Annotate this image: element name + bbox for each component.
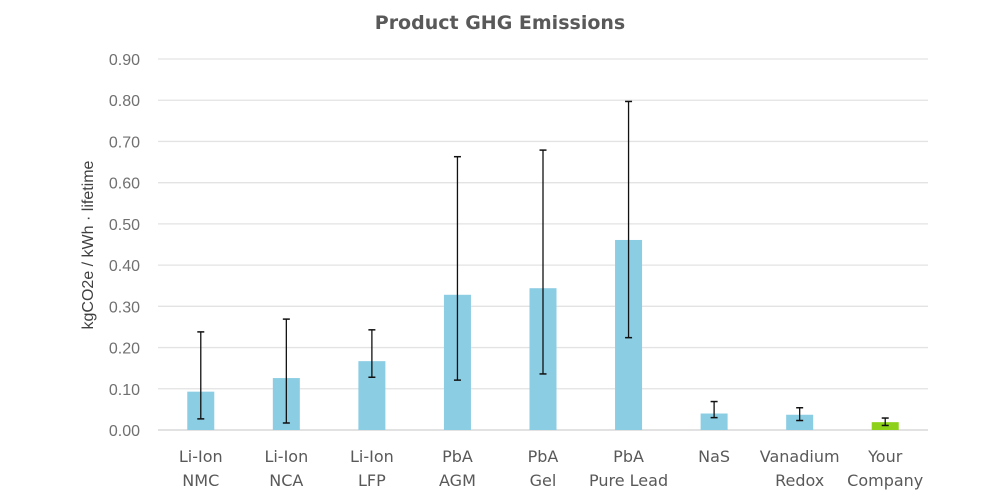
y-tick-label: 0.70 [109,134,140,151]
bar [700,413,728,430]
y-tick-label: 0.50 [109,217,140,234]
x-tick-label: Your [867,447,903,466]
x-tick-label: Gel [530,471,557,490]
x-tick-label: Li-Ion [350,447,394,466]
x-tick-label: Vanadium [760,447,840,466]
x-tick-label: NCA [269,471,303,490]
y-tick-label: 0.80 [109,93,140,110]
x-tick-label: Li-Ion [179,447,223,466]
x-tick-label: Pure Lead [589,471,668,490]
x-tick-label: LFP [358,471,386,490]
y-tick-label: 0.20 [109,341,140,358]
y-tick-label: 0.60 [109,176,140,193]
x-tick-label: NMC [182,471,219,490]
x-tick-label: Company [847,471,923,490]
x-tick-label: PbA [528,447,559,466]
bar [786,414,814,430]
x-tick-label: NaS [698,447,730,466]
x-tick-label: PbA [613,447,644,466]
y-tick-label: 0.90 [109,52,140,69]
y-tick-label: 0.00 [109,423,140,440]
y-tick-label: 0.10 [109,382,140,399]
y-axis-label: kgCO2e / kWh · lifetime [80,160,97,329]
y-tick-label: 0.40 [109,258,140,275]
x-tick-label: AGM [439,471,476,490]
x-tick-label: Li-Ion [264,447,308,466]
chart-title: Product GHG Emissions [375,12,625,34]
x-tick-label: Redox [775,471,824,490]
x-tick-label: PbA [442,447,473,466]
y-tick-label: 0.30 [109,299,140,316]
